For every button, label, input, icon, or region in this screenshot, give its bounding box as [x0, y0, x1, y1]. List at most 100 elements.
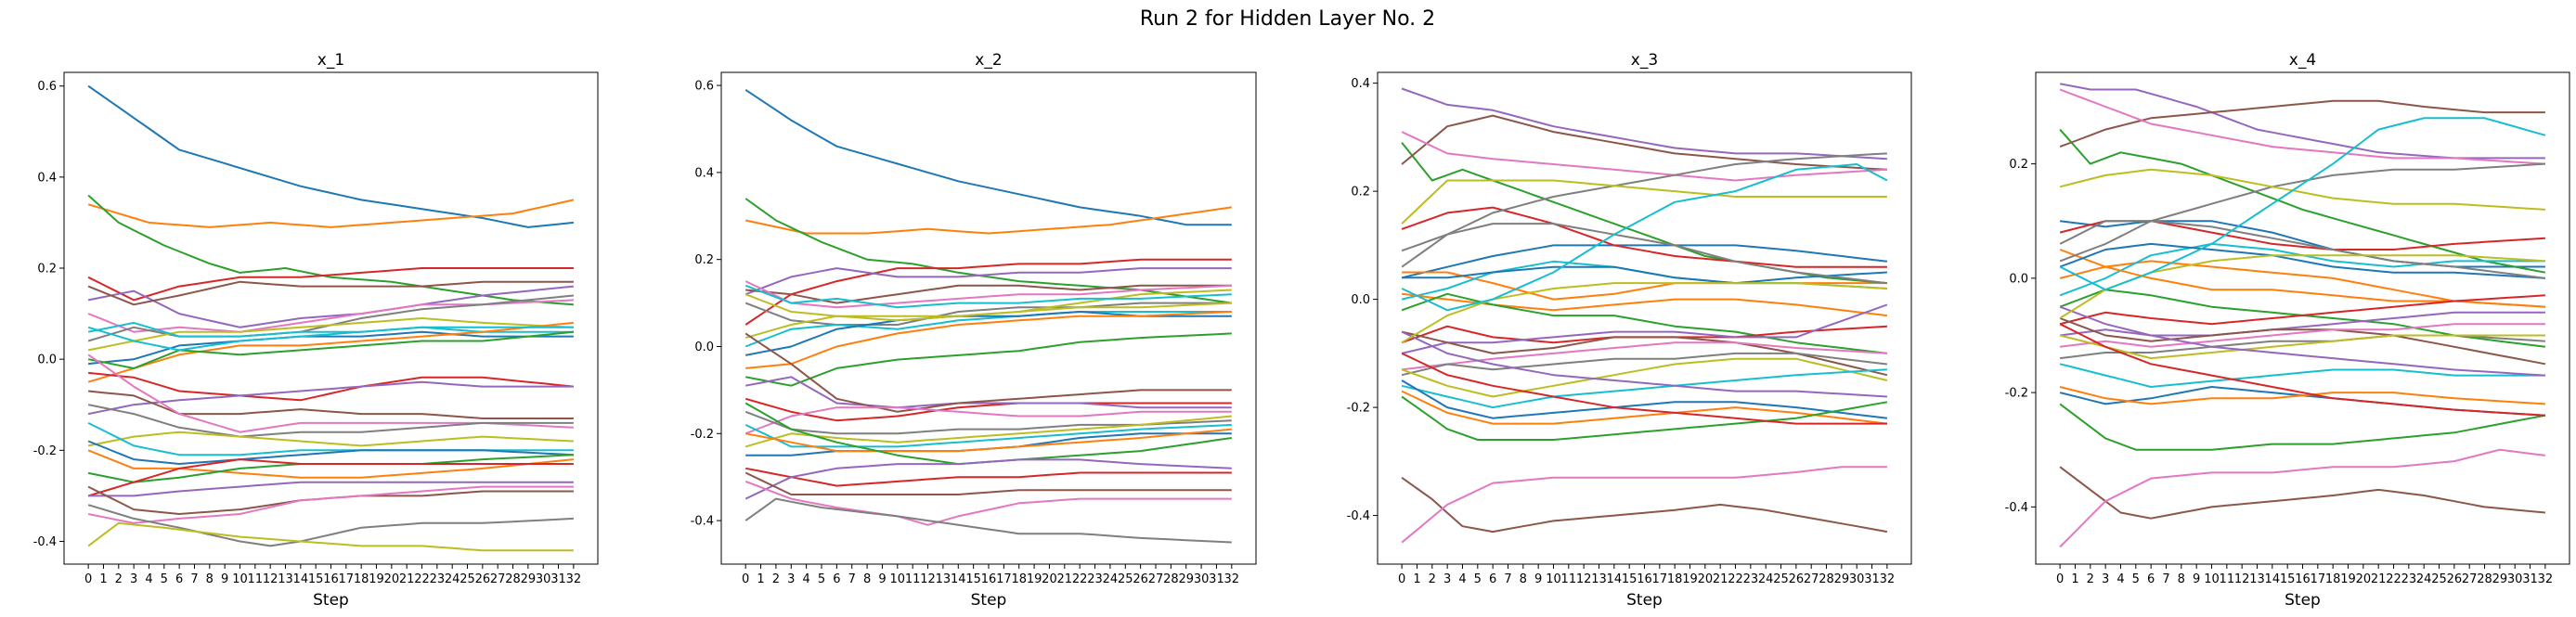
series-line — [1401, 142, 1887, 285]
x-tick-label: 24 — [1758, 572, 1774, 586]
x-tick-label: 16 — [323, 572, 339, 586]
series-line — [87, 404, 574, 438]
series-line — [744, 332, 1232, 413]
series-line — [1401, 325, 1887, 344]
series-line — [87, 458, 574, 497]
x-tick-label: 8 — [206, 572, 214, 586]
x-tick-label: 14 — [293, 572, 309, 586]
x-tick-label: 30 — [536, 572, 551, 586]
x-tick-label: 28 — [1819, 572, 1834, 586]
y-tick-label: -0.2 — [1347, 402, 1370, 416]
x-tick-label: 15 — [1622, 572, 1638, 586]
subplot-title: x_1 — [317, 51, 344, 70]
series-line — [87, 330, 575, 369]
y-tick-label: -0.4 — [2005, 501, 2028, 515]
x-tick-label: 8 — [2178, 572, 2185, 586]
series-line — [1401, 206, 1887, 268]
series-line — [1401, 368, 1887, 409]
series-line — [1401, 330, 1887, 398]
x-tick-label: 11 — [905, 572, 921, 586]
series-line — [2059, 88, 2545, 165]
series-line — [87, 321, 574, 383]
x-tick-label: 15 — [2280, 572, 2296, 586]
y-tick-label: 0.0 — [1351, 293, 1370, 307]
x-tick-label: 20 — [1698, 572, 1714, 586]
series-line — [1401, 476, 1888, 533]
series-line — [1401, 87, 1887, 161]
series-line — [744, 406, 1232, 435]
series-line — [1401, 357, 1888, 398]
x-tick-label: 19 — [369, 572, 384, 586]
x-tick-label: 16 — [2295, 572, 2311, 586]
x-tick-label: 14 — [1607, 572, 1623, 586]
x-tick-label: 25 — [460, 572, 475, 586]
series-line — [2059, 220, 2546, 279]
series-line — [2059, 128, 2546, 274]
series-line — [2059, 334, 2545, 360]
x-tick-label: 6 — [175, 572, 183, 586]
series-line — [745, 311, 1232, 369]
x-tick-label: 25 — [1773, 572, 1789, 586]
x-tick-label: 22 — [2386, 572, 2401, 586]
subplot-x_1: x_1-0.4-0.20.00.20.40.60 1 2 3 4 5 6 7 8 9 10 11 12 1… — [33, 51, 599, 610]
series-line — [744, 267, 1232, 296]
series-line — [2059, 323, 2545, 417]
series-line — [87, 321, 574, 338]
series-line — [744, 415, 1232, 448]
series-line — [744, 397, 1232, 422]
x-tick-label: 1 — [2071, 572, 2078, 586]
series-line — [1401, 244, 1888, 279]
x-tick-label: 18 — [1011, 572, 1027, 586]
series-line — [1401, 341, 1887, 371]
series-line — [744, 88, 1232, 226]
series-line — [2059, 317, 2546, 366]
y-tick-label: -0.4 — [1347, 509, 1370, 523]
x-tick-label: 2 — [115, 572, 123, 586]
x-tick-label: 32 — [1880, 572, 1896, 586]
x-tick-label: 25 — [1118, 572, 1133, 586]
series-line — [1401, 131, 1887, 182]
series-line — [2059, 311, 2545, 337]
series-line — [1401, 292, 1888, 317]
x-tick-label: 1 — [757, 572, 764, 586]
x-tick-label: 22 — [1728, 572, 1743, 586]
x-tick-label: 29 — [1178, 572, 1194, 586]
series-line — [1401, 179, 1887, 225]
x-tick-label: 17 — [1652, 572, 1668, 586]
x-axis-label: Step — [971, 591, 1007, 610]
x-tick-label: 28 — [1163, 572, 1179, 586]
series-line — [87, 504, 574, 547]
x-tick-label: 7 — [1504, 572, 1511, 586]
x-tick-label: 31 — [1864, 572, 1880, 586]
y-tick-label: 0.4 — [37, 171, 57, 185]
x-tick-label: 14 — [2265, 572, 2281, 586]
x-tick-label: 26 — [1789, 572, 1805, 586]
x-tick-label: 20 — [1042, 572, 1057, 586]
y-tick-label: 0.2 — [694, 253, 714, 267]
y-tick-label: 0.0 — [37, 353, 57, 367]
x-tick-label: 21 — [1057, 572, 1073, 586]
x-tick-label: 2 — [2087, 572, 2094, 586]
series-line — [87, 485, 574, 515]
x-tick-label: 27 — [490, 572, 506, 586]
x-tick-label: 32 — [1224, 572, 1240, 586]
x-tick-label: 24 — [445, 572, 460, 586]
y-tick-label: 0.6 — [694, 80, 714, 94]
x-tick-label: 14 — [951, 572, 966, 586]
x-tick-label: 18 — [1667, 572, 1683, 586]
series-line — [87, 449, 575, 479]
x-tick-label: 2 — [772, 572, 780, 586]
y-tick-label: 0.2 — [2009, 158, 2028, 172]
x-tick-label: 20 — [2356, 572, 2372, 586]
x-tick-label: 23 — [1743, 572, 1759, 586]
subplot-title: x_3 — [1631, 51, 1658, 70]
series-line — [2059, 363, 2545, 388]
series-line — [744, 302, 1232, 340]
x-tick-label: 9 — [2193, 572, 2200, 586]
subplots: x_1-0.4-0.20.00.20.40.60 1 2 3 4 5 6 7 8 9 10 11 12 1… — [33, 51, 2570, 610]
series-line — [2059, 466, 2545, 520]
series-line — [745, 376, 1232, 409]
y-tick-label: 0.4 — [1351, 77, 1370, 91]
series-line — [87, 390, 574, 419]
